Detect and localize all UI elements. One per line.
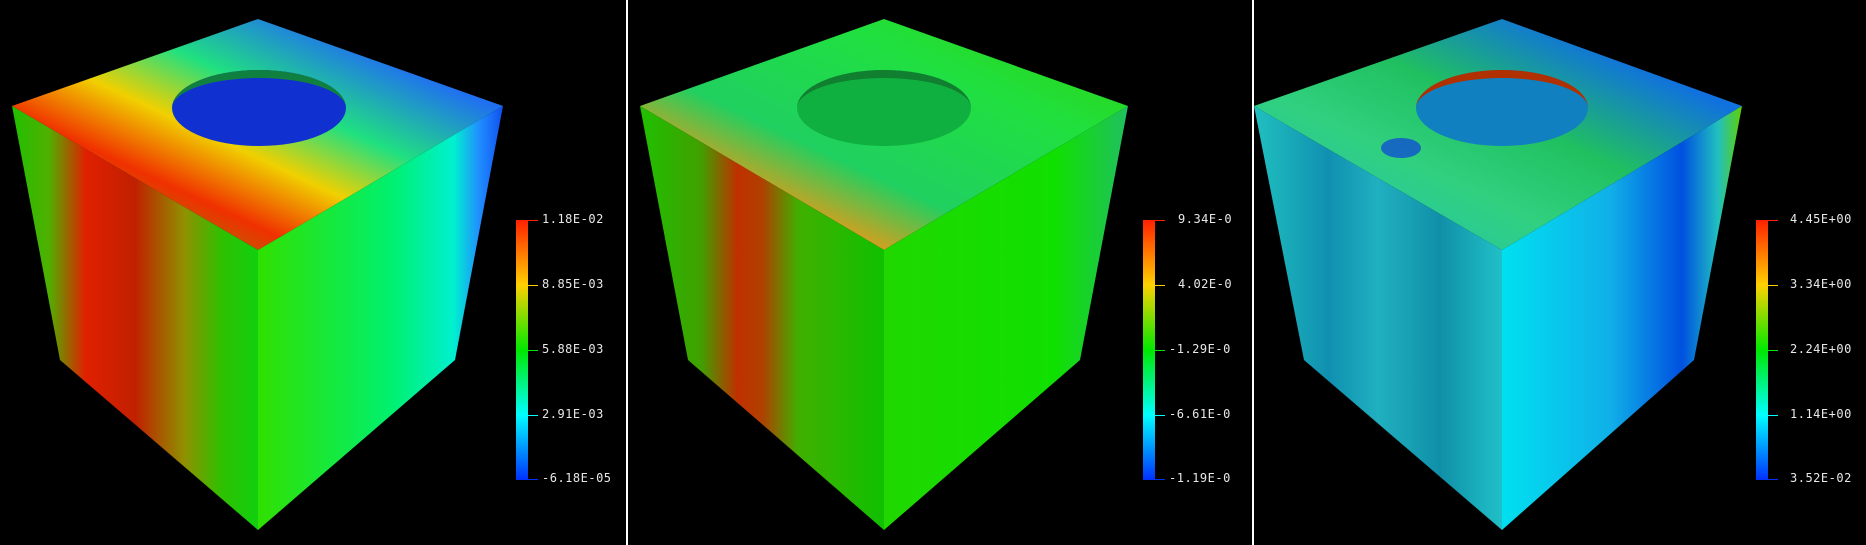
colorbar-label: 8.85E-03: [542, 277, 604, 291]
colorbar-tick: [1155, 415, 1165, 416]
colorbar-tick: [1155, 479, 1165, 480]
cube-render-1: [12, 19, 503, 530]
colorbar-label: 2.91E-03: [542, 407, 604, 421]
colorbar-label: 3.52E-02: [1790, 471, 1852, 485]
colorbar-tick: [1768, 285, 1778, 286]
render-panel-3: 4.45E+00 3.34E+00 2.24E+00 1.14E+00 3.52…: [1254, 0, 1866, 545]
colorbar-2: [1143, 220, 1155, 480]
colorbar-label: 9.34E-0: [1178, 212, 1233, 226]
colorbar-1: [516, 220, 528, 480]
colorbar-tick: [528, 350, 538, 351]
render-panel-2: 9.34E-0 4.02E-0 -1.29E-0 -6.61E-0 -1.19E…: [628, 0, 1252, 545]
colorbar-label: -6.61E-0: [1169, 407, 1231, 421]
render-panel-1: 1.18E-02 8.85E-03 5.88E-03 2.91E-03 -6.1…: [0, 0, 626, 545]
colorbar-tick: [1768, 479, 1778, 480]
cube-render-3: [1254, 19, 1742, 530]
colorbar-tick: [1768, 220, 1778, 221]
colorbar-label: -1.29E-0: [1169, 342, 1231, 356]
cube-render-2: [640, 19, 1128, 530]
colorbar-label: 1.14E+00: [1790, 407, 1852, 421]
colorbar-tick: [528, 285, 538, 286]
colorbar-label: 2.24E+00: [1790, 342, 1852, 356]
colorbar-tick: [1768, 415, 1778, 416]
colorbar-tick: [1155, 350, 1165, 351]
colorbar-tick: [528, 415, 538, 416]
colorbar-label: 3.34E+00: [1790, 277, 1852, 291]
colorbar-tick: [528, 220, 538, 221]
colorbar-label: 1.18E-02: [542, 212, 604, 226]
colorbar-label: 4.45E+00: [1790, 212, 1852, 226]
colorbar-tick: [528, 479, 538, 480]
colorbar-label: -1.19E-0: [1169, 471, 1231, 485]
colorbar-label: 4.02E-0: [1178, 277, 1233, 291]
colorbar-tick: [1768, 350, 1778, 351]
colorbar-label: -6.18E-05: [542, 471, 612, 485]
colorbar-tick: [1155, 285, 1165, 286]
colorbar-label: 5.88E-03: [542, 342, 604, 356]
colorbar-tick: [1155, 220, 1165, 221]
colorbar-3: [1756, 220, 1768, 480]
